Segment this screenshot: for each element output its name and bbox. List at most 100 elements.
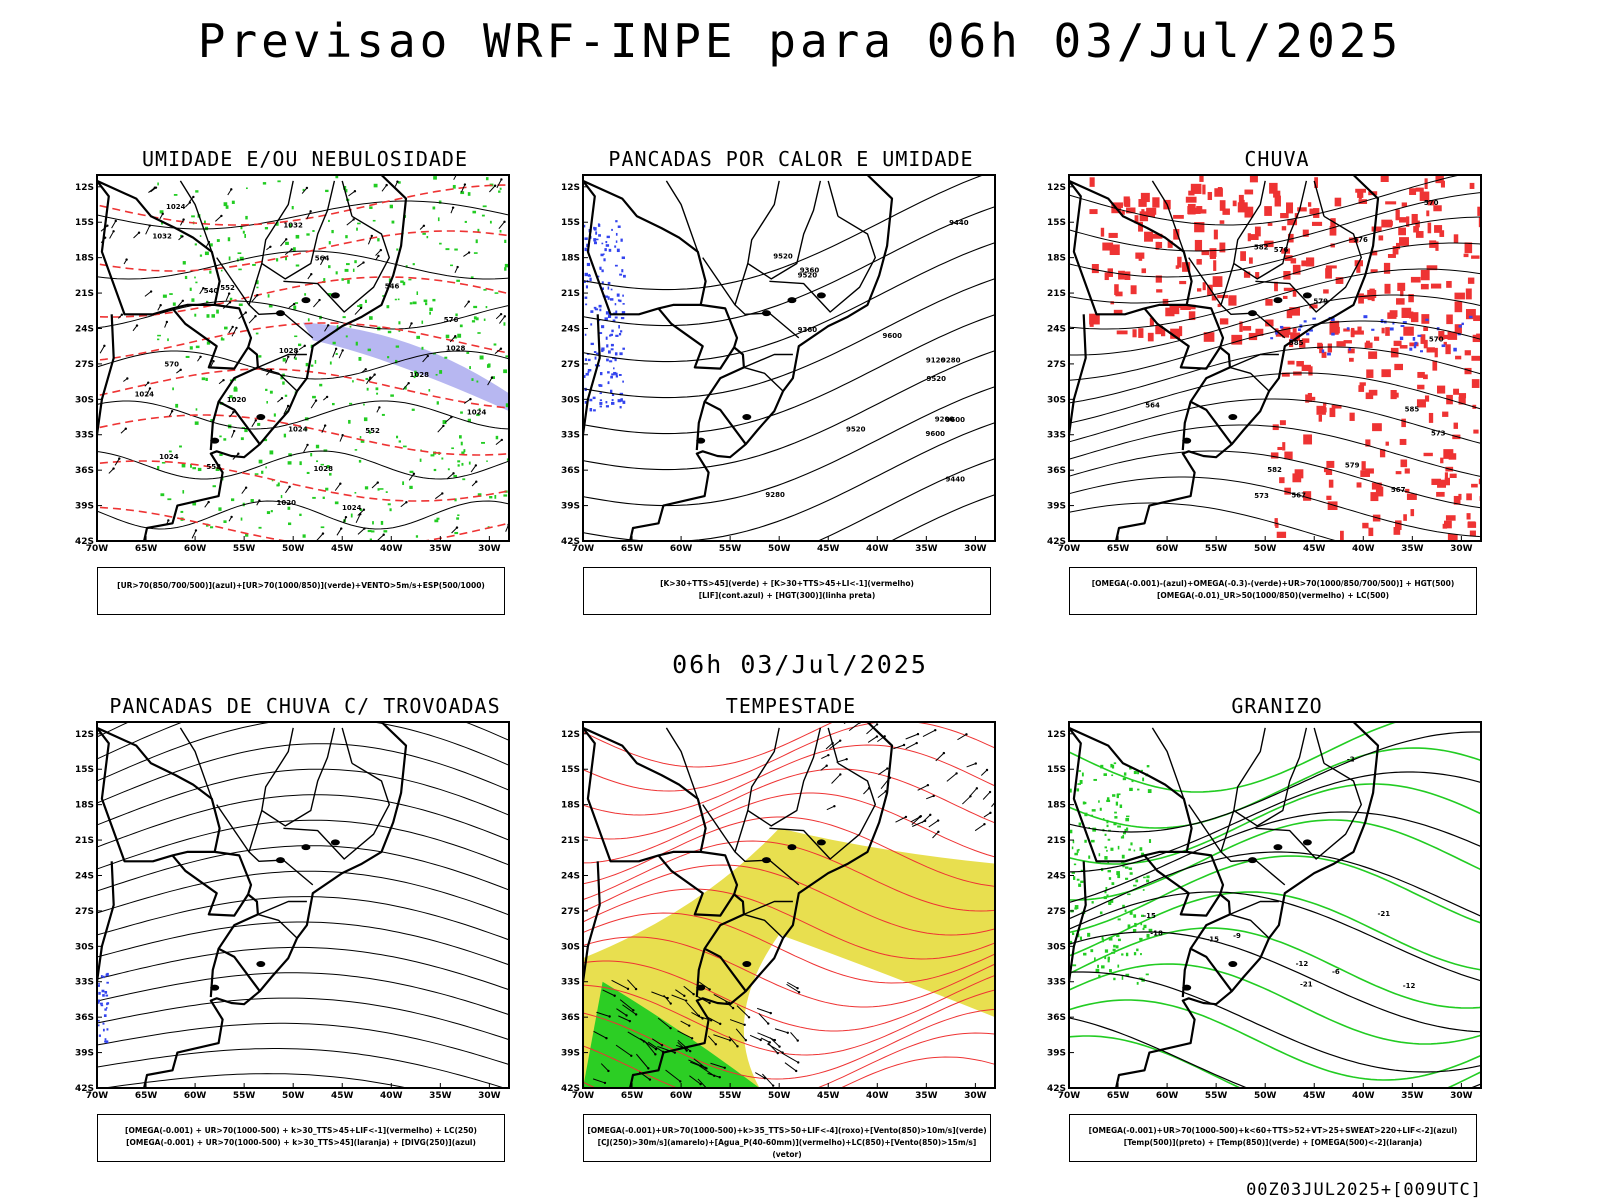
rain-red-speckle (1156, 289, 1163, 293)
temp850-green-speckle (1079, 936, 1083, 940)
rain-red-speckle (1357, 326, 1362, 334)
humidity-green-speckle (254, 473, 259, 475)
wind-vector (499, 312, 503, 316)
rain-red-speckle (1231, 334, 1243, 345)
wind-vector (230, 515, 233, 519)
humidity-green-speckle (314, 359, 317, 364)
lat-label: 33S (561, 431, 580, 441)
humidity-green-speckle (363, 417, 368, 422)
lif-blue-speckle (589, 398, 593, 402)
lif-blue-speckle (583, 224, 586, 228)
humidity-green-speckle (373, 183, 378, 188)
humidity-green-speckle (368, 431, 372, 434)
contour-label: 570 (164, 361, 179, 369)
humidity-green-speckle (454, 531, 459, 535)
geography (97, 722, 408, 1088)
wind-vector (708, 988, 711, 991)
geography (97, 175, 408, 541)
lon-label: 60W (1156, 1091, 1179, 1101)
wind-vector (285, 486, 291, 494)
lif-blue-speckle (599, 405, 602, 408)
temp850-green-speckle (1125, 952, 1129, 957)
rain-red-speckle (1343, 328, 1350, 332)
rain-red-speckle (1395, 520, 1402, 530)
temp850-green-speckle (1099, 807, 1102, 811)
humidity-green-speckle (364, 486, 369, 490)
lake (256, 961, 266, 968)
rain-red-speckle (1366, 369, 1374, 378)
wind-vector (495, 439, 503, 446)
lif-blue-speckle (622, 380, 624, 383)
lat-label: 18S (561, 254, 580, 264)
wind-vector (231, 327, 237, 337)
temp850-green-speckle (1107, 958, 1110, 963)
humidity-green-speckle (471, 378, 474, 381)
humidity-green-speckle (228, 256, 231, 261)
humidity-green-speckle (435, 373, 438, 376)
contour-label: -15 (1143, 912, 1156, 920)
lif-blue-speckle (601, 325, 605, 329)
lake (1302, 839, 1312, 846)
streamline-850hpa (583, 984, 995, 1056)
lif-blue-speckle (610, 333, 614, 336)
lif-blue-speckle (609, 334, 612, 337)
rain-red-speckle (1112, 202, 1123, 208)
rain-red-speckle (1473, 429, 1479, 434)
wind-vector (965, 733, 968, 736)
map-frame (582, 721, 996, 1089)
contour-label: 576 (1274, 246, 1289, 254)
humidity-green-speckle (425, 302, 428, 306)
wind-vector (450, 415, 453, 419)
rain-red-speckle (1334, 197, 1342, 207)
rain-red-speckle (1401, 202, 1408, 207)
wind-vector (760, 1037, 771, 1043)
rain-red-speckle (1213, 229, 1218, 240)
lat-label: 42S (75, 1084, 94, 1094)
temp850-green-speckle (1088, 855, 1091, 859)
rain-red-speckle (1435, 241, 1439, 251)
contour-label: 570 (1429, 335, 1444, 343)
rain-red-speckle (1209, 248, 1217, 257)
wind-vector (207, 500, 210, 504)
temp850-green-speckle (1139, 847, 1143, 851)
humidity-green-speckle (469, 366, 471, 370)
wind-vector (759, 1038, 762, 1042)
height-contour-300hpa (583, 242, 995, 363)
rain-red-speckle (1294, 213, 1299, 218)
wind-vector (932, 794, 935, 798)
humidity-green-speckle (456, 279, 460, 282)
humidity-green-speckle (409, 302, 413, 305)
wind-vector (988, 790, 992, 794)
rain-red-speckle (1190, 183, 1202, 194)
temp850-green-speckle (1140, 953, 1142, 956)
humidity-green-speckle (194, 276, 196, 279)
contour-label: 564 (315, 255, 330, 263)
wind-vector (642, 1040, 646, 1043)
divergence-blue-speckle (102, 1022, 105, 1025)
rain-red-speckle (1371, 482, 1382, 490)
wind-vector (710, 1062, 725, 1069)
temp850-green-speckle (1121, 854, 1125, 859)
humidity-green-speckle (223, 202, 228, 207)
humidity-green-speckle (189, 346, 193, 350)
lif-blue-speckle (594, 228, 597, 231)
legend-line: [OMEGA(-0.001)-(azul)+OMEGA(-0.3)-(verde… (1091, 579, 1455, 588)
humidity-green-speckle (295, 264, 300, 267)
lif-blue-speckle (617, 299, 620, 302)
wind-vector (728, 1039, 732, 1042)
divergence-blue-speckle (101, 989, 105, 993)
temp850-green-speckle (1073, 863, 1077, 866)
temp850-green-speckle (1133, 849, 1136, 852)
humidity-green-speckle (190, 463, 192, 468)
humidity-green-speckle (169, 293, 173, 295)
wind-vector (237, 452, 240, 455)
contour-label: 567 (1291, 491, 1306, 499)
wind-vector (850, 717, 852, 719)
wind-vector (693, 1058, 706, 1069)
divergence-blue-speckle (97, 1024, 100, 1027)
lif-blue-speckle (614, 245, 617, 248)
humidity-green-speckle (334, 501, 339, 505)
rain-red-speckle (1270, 452, 1279, 459)
pressure-isobar (97, 200, 509, 230)
rain-red-speckle (1124, 271, 1131, 281)
